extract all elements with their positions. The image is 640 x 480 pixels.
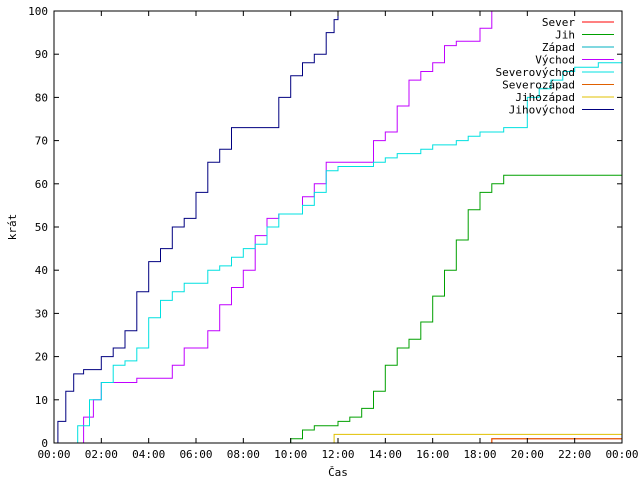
legend-label: Jihozápad — [515, 91, 575, 104]
x-tick-label: 14:00 — [369, 448, 402, 461]
y-tick-label: 10 — [35, 394, 48, 407]
legend-label: Severozápad — [502, 79, 575, 92]
y-tick-label: 0 — [41, 437, 48, 450]
series-line-7 — [54, 11, 339, 444]
x-tick-label: 22:00 — [558, 448, 591, 461]
x-tick-label: 16:00 — [416, 448, 449, 461]
y-tick-label: 80 — [35, 91, 48, 104]
y-axis-label: krát — [6, 214, 19, 241]
x-tick-label: 00:00 — [37, 448, 70, 461]
legend-label: Severovýchod — [496, 66, 575, 79]
legend-label: Jihovýchod — [509, 104, 575, 117]
series-line-4 — [54, 58, 623, 444]
x-tick-label: 02:00 — [85, 448, 118, 461]
x-tick-label: 10:00 — [274, 448, 307, 461]
ticks-layer: 0 10 20 30 40 50 60 70 80 90 100 00:00 02:00 04:00 06:… — [28, 5, 638, 461]
y-tick-label: 30 — [35, 307, 48, 320]
x-tick-label: 06:00 — [179, 448, 212, 461]
y-tick-label: 70 — [35, 135, 48, 148]
y-tick-label: 40 — [35, 264, 48, 277]
y-tick-label: 60 — [35, 178, 48, 191]
legend-label: Jih — [555, 29, 575, 42]
legend: SeverJihZápadVýchodSeverovýchodSeverozáp… — [496, 16, 614, 117]
series-line-1 — [54, 174, 622, 444]
x-axis-label: Čas — [328, 466, 348, 479]
x-tick-label: 04:00 — [132, 448, 165, 461]
y-tick-label: 100 — [28, 5, 48, 18]
x-tick-label: 20:00 — [511, 448, 544, 461]
y-tick-label: 20 — [35, 351, 48, 364]
legend-label: Západ — [542, 41, 575, 54]
y-tick-label: 50 — [35, 221, 48, 234]
legend-label: Sever — [542, 16, 575, 29]
legend-label: Východ — [535, 54, 575, 67]
x-tick-label: 08:00 — [227, 448, 260, 461]
x-tick-label: 18:00 — [463, 448, 496, 461]
x-tick-label: 12:00 — [321, 448, 354, 461]
x-tick-label: 00:00 — [605, 448, 638, 461]
y-tick-label: 90 — [35, 48, 48, 61]
